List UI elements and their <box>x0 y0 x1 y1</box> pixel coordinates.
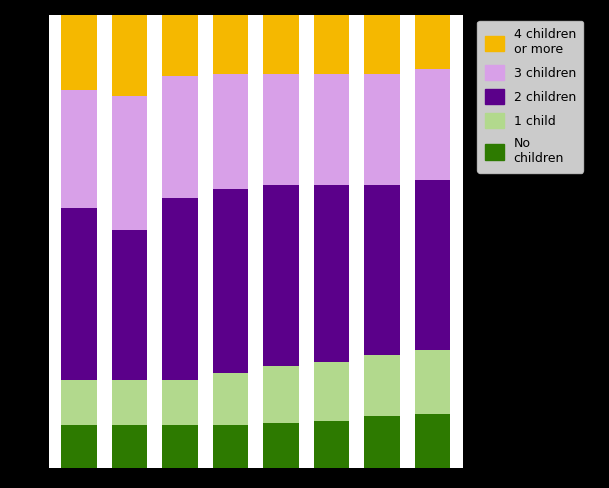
Bar <box>415 15 450 69</box>
Bar <box>263 366 298 423</box>
Bar <box>213 15 248 74</box>
Bar <box>163 426 198 468</box>
Bar <box>263 423 298 468</box>
Bar <box>213 74 248 189</box>
Bar <box>364 15 400 74</box>
Bar <box>62 380 97 426</box>
Bar <box>314 185 349 362</box>
Bar <box>163 76 198 199</box>
Bar <box>213 426 248 468</box>
Bar <box>364 355 400 416</box>
Bar <box>314 421 349 468</box>
Legend: 4 children
or more, 3 children, 2 children, 1 child, No
children: 4 children or more, 3 children, 2 childr… <box>477 21 583 173</box>
Bar <box>415 180 450 350</box>
Bar <box>62 89 97 207</box>
Bar <box>364 185 400 355</box>
Bar <box>314 15 349 74</box>
Bar <box>415 414 450 468</box>
Bar <box>112 426 147 468</box>
Bar <box>62 15 97 89</box>
Bar <box>112 96 147 230</box>
Bar <box>415 350 450 414</box>
Bar <box>213 373 248 426</box>
Bar <box>263 74 298 185</box>
Bar <box>263 185 298 366</box>
Bar <box>364 416 400 468</box>
Bar <box>263 15 298 74</box>
Bar <box>112 230 147 380</box>
Bar <box>415 69 450 180</box>
Bar <box>112 15 147 96</box>
Bar <box>364 74 400 185</box>
Bar <box>213 189 248 373</box>
Bar <box>112 380 147 426</box>
Bar <box>62 426 97 468</box>
Bar <box>163 199 198 380</box>
Bar <box>62 207 97 380</box>
Bar <box>314 74 349 185</box>
Bar <box>163 15 198 76</box>
Bar <box>163 380 198 426</box>
Bar <box>314 362 349 421</box>
